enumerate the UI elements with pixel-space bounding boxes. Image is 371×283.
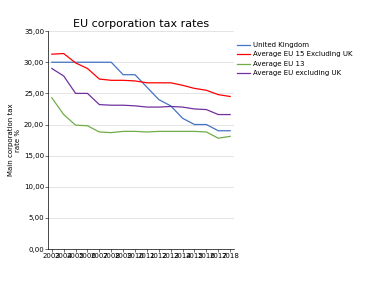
Average EU excluding UK [133, 104, 137, 108]
Average EU 15 Excluding UK [168, 81, 173, 85]
United Kingdom [133, 73, 137, 76]
Average EU excluding UK [109, 104, 114, 107]
Average EU excluding UK [192, 107, 197, 111]
United Kingdom [145, 85, 149, 89]
Average EU 15 Excluding UK [145, 81, 149, 85]
Line: United Kingdom: United Kingdom [52, 62, 230, 131]
United Kingdom [50, 61, 54, 64]
United Kingdom [157, 98, 161, 101]
Line: Average EU 13: Average EU 13 [52, 98, 230, 138]
United Kingdom [204, 123, 209, 126]
Line: Average EU excluding UK: Average EU excluding UK [52, 68, 230, 115]
Average EU 15 Excluding UK [180, 83, 185, 87]
Average EU 15 Excluding UK [109, 79, 114, 82]
Average EU 13 [228, 135, 232, 138]
Average EU 13 [168, 130, 173, 133]
United Kingdom [228, 129, 232, 132]
Average EU 15 Excluding UK [62, 52, 66, 55]
Average EU excluding UK [73, 92, 78, 95]
United Kingdom [216, 129, 220, 132]
Average EU 13 [133, 130, 137, 133]
Average EU 15 Excluding UK [85, 67, 90, 70]
Average EU 13 [121, 130, 125, 133]
Average EU 13 [97, 130, 102, 134]
Average EU excluding UK [62, 74, 66, 78]
Average EU 15 Excluding UK [133, 79, 137, 83]
Average EU 13 [109, 131, 114, 134]
Average EU 15 Excluding UK [50, 52, 54, 56]
Average EU 13 [157, 130, 161, 133]
United Kingdom [97, 61, 102, 64]
Legend: United Kingdom, Average EU 15 Excluding UK, Average EU 13, Average EU excluding : United Kingdom, Average EU 15 Excluding … [237, 42, 352, 76]
Y-axis label: Main corporation tax
rate %: Main corporation tax rate % [8, 104, 21, 176]
United Kingdom [62, 61, 66, 64]
Average EU 13 [85, 124, 90, 127]
United Kingdom [180, 117, 185, 120]
Average EU 15 Excluding UK [204, 89, 209, 92]
United Kingdom [192, 123, 197, 126]
Average EU 15 Excluding UK [73, 61, 78, 65]
Average EU 13 [62, 113, 66, 116]
Average EU 13 [216, 136, 220, 140]
Average EU 15 Excluding UK [157, 81, 161, 85]
Average EU 13 [192, 130, 197, 133]
Average EU excluding UK [121, 104, 125, 107]
Title: EU corporation tax rates: EU corporation tax rates [73, 19, 209, 29]
Average EU excluding UK [216, 113, 220, 116]
Average EU excluding UK [50, 67, 54, 70]
United Kingdom [73, 61, 78, 64]
Line: Average EU 15 Excluding UK: Average EU 15 Excluding UK [52, 53, 230, 97]
Average EU excluding UK [85, 92, 90, 95]
United Kingdom [121, 73, 125, 76]
Average EU 13 [50, 96, 54, 99]
Average EU 15 Excluding UK [216, 93, 220, 96]
Average EU excluding UK [145, 105, 149, 109]
Average EU 15 Excluding UK [97, 77, 102, 81]
Average EU excluding UK [157, 105, 161, 109]
Average EU excluding UK [228, 113, 232, 116]
Average EU excluding UK [180, 105, 185, 109]
Average EU excluding UK [204, 108, 209, 111]
Average EU 15 Excluding UK [121, 79, 125, 82]
Average EU 13 [180, 130, 185, 133]
Average EU 13 [73, 123, 78, 127]
United Kingdom [85, 61, 90, 64]
United Kingdom [168, 104, 173, 108]
United Kingdom [109, 61, 114, 64]
Average EU excluding UK [97, 103, 102, 106]
Average EU excluding UK [168, 105, 173, 108]
Average EU 15 Excluding UK [228, 95, 232, 98]
Average EU 15 Excluding UK [192, 87, 197, 90]
Average EU 13 [204, 130, 209, 134]
Average EU 13 [145, 130, 149, 134]
